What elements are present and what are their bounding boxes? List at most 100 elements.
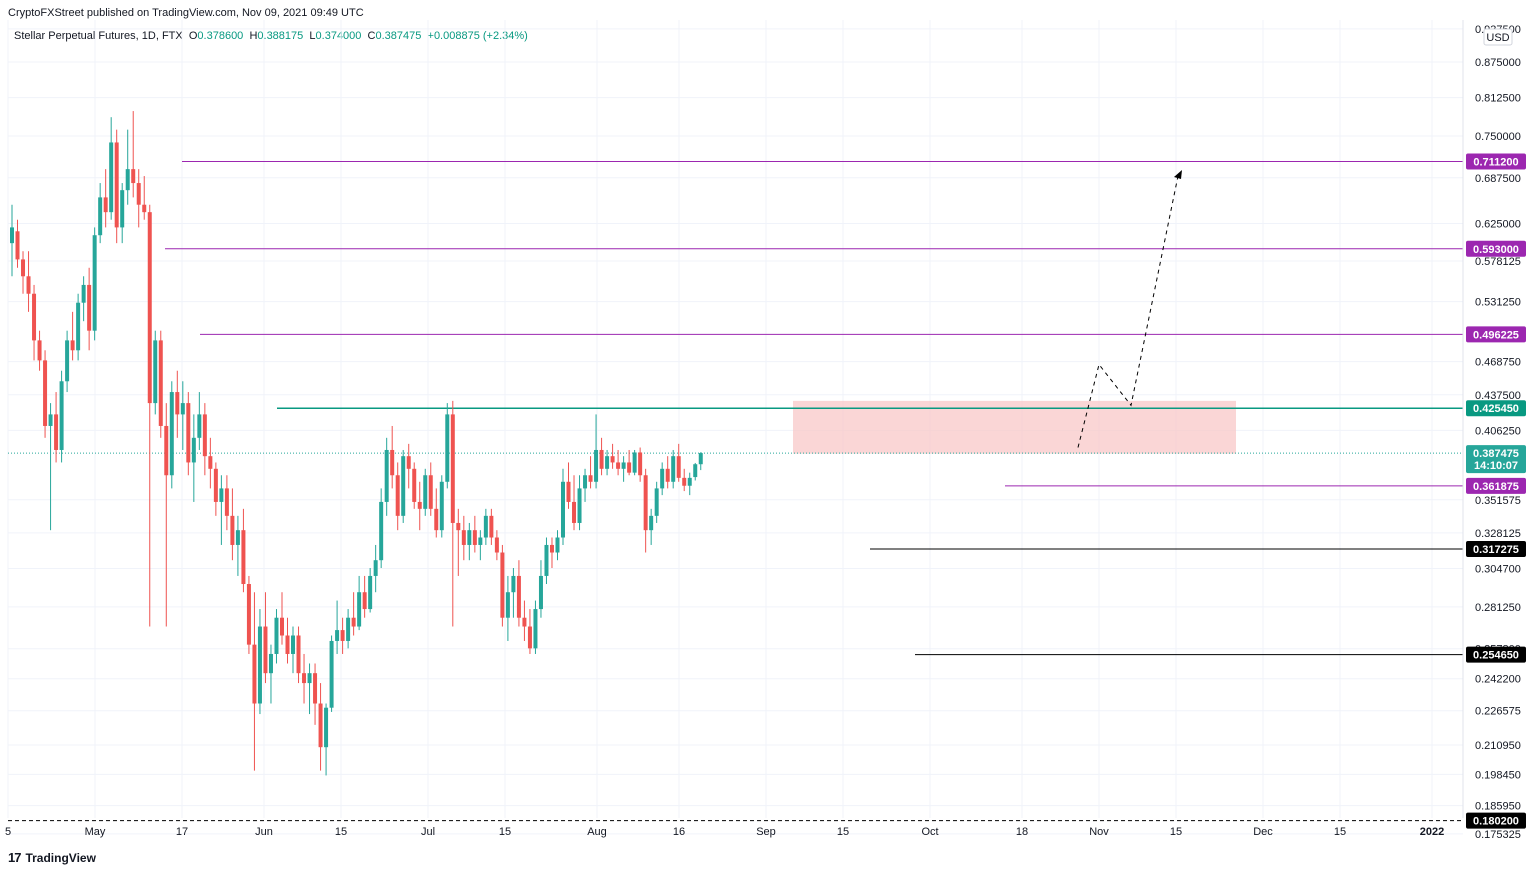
candle-body [324,707,329,748]
candle-body [428,475,433,509]
candle-body [142,204,147,213]
high-label: H [249,30,258,42]
candle-body [37,340,42,361]
candle-body [202,414,207,457]
currency-label: USD [1486,32,1509,44]
y-tick-label: 0.328125 [1475,528,1521,540]
candle-body [423,475,428,509]
tradingview-brand[interactable]: 17 TradingView [8,850,96,865]
open-value: 0.378600 [197,30,244,42]
candle-body [169,392,174,476]
candle-body [103,197,108,213]
candle-body [577,488,582,523]
candle-body [70,340,75,351]
candle-body [340,630,345,641]
y-tick-label: 0.226575 [1475,706,1521,718]
candle-body [544,544,549,576]
candle-body [180,403,185,415]
y-tick-label: 0.437500 [1475,390,1521,402]
close-label: C [367,30,376,42]
candle-body [527,626,532,649]
candle-body [219,488,224,502]
candle-body [439,481,444,531]
candle-body [401,456,406,516]
candle-body [511,575,516,593]
candle-body [43,360,48,426]
price-tag-label: 0.361875 [1473,481,1519,493]
candle-body [412,468,417,502]
candle-body [291,635,296,654]
currency-badge[interactable]: USD [1483,28,1513,46]
candle-body [549,544,554,553]
candle-body [434,508,439,531]
candle-body [329,640,334,708]
x-tick-label: Jun [255,826,273,838]
candle-body [114,142,119,228]
x-tick-label: Oct [921,826,938,838]
candle-body [406,456,411,469]
candle-body [296,635,301,674]
candle-body [533,609,538,649]
candle-body [235,530,240,545]
candle-body [279,617,284,636]
y-tick-label: 0.578125 [1475,256,1521,268]
change-value: +0.008875 (+2.34%) [427,30,528,42]
candle-body [450,414,455,523]
candle-body [246,584,251,645]
candle-body [191,437,196,463]
candle-body [500,552,505,618]
candle-body [594,449,599,482]
horizontal-levels [8,161,1463,822]
x-tick-label: 15 [837,826,849,838]
candle-body [274,617,279,654]
candle-body [230,515,235,545]
x-tick-label: 15 [499,826,511,838]
candle-body [32,293,37,341]
y-tick-label: 0.351575 [1475,495,1521,507]
high-value: 0.388175 [257,30,304,42]
candle-body [566,481,571,502]
candle-body [351,617,356,627]
price-tag-label: 0.317275 [1473,544,1519,556]
y-tick-label: 0.875000 [1475,57,1521,69]
price-tag-label: 0.180200 [1473,816,1519,828]
brand-name: TradingView [25,850,96,865]
candle-body [158,340,163,426]
candle-body [186,403,191,463]
candle-body [197,414,202,438]
candle-body [224,488,229,516]
candle-body [136,183,141,205]
candle-body [494,537,499,553]
candle-body [445,414,450,482]
x-tick-label: Sep [756,826,776,838]
close-value: 0.387475 [375,30,422,42]
candle-body [654,488,659,516]
price-tags: 0.711200 0.593000 0.496225 0.425450 0.361875… [1466,153,1526,829]
candle-body [153,340,158,404]
current-price-tag [1466,445,1526,474]
candle-body [307,673,312,684]
candle-body [467,530,472,545]
candle-body [649,515,654,531]
price-tag [1466,477,1526,494]
low-label: L [309,30,316,42]
candle-body [252,644,257,704]
x-tick-label: 15 [1334,826,1346,838]
price-tag-label: 0.593000 [1473,244,1519,256]
symbol-name: Stellar Perpetual Futures, 1D, FTX [14,30,183,42]
price-tag-label: 0.496225 [1473,329,1519,341]
y-tick-label: 0.406250 [1475,425,1521,437]
candle-body [59,381,64,450]
candle-body [268,653,273,674]
candle-body [368,575,373,610]
candle-body [379,501,384,561]
x-tick-label: 15 [335,826,347,838]
y-tick-label: 0.242200 [1475,674,1521,686]
candle-body [125,169,130,191]
candle-body [483,515,488,538]
projection-path [1077,175,1179,448]
candle-body [610,456,615,463]
x-tick-label: Aug [587,826,607,838]
candle-body [489,515,494,538]
